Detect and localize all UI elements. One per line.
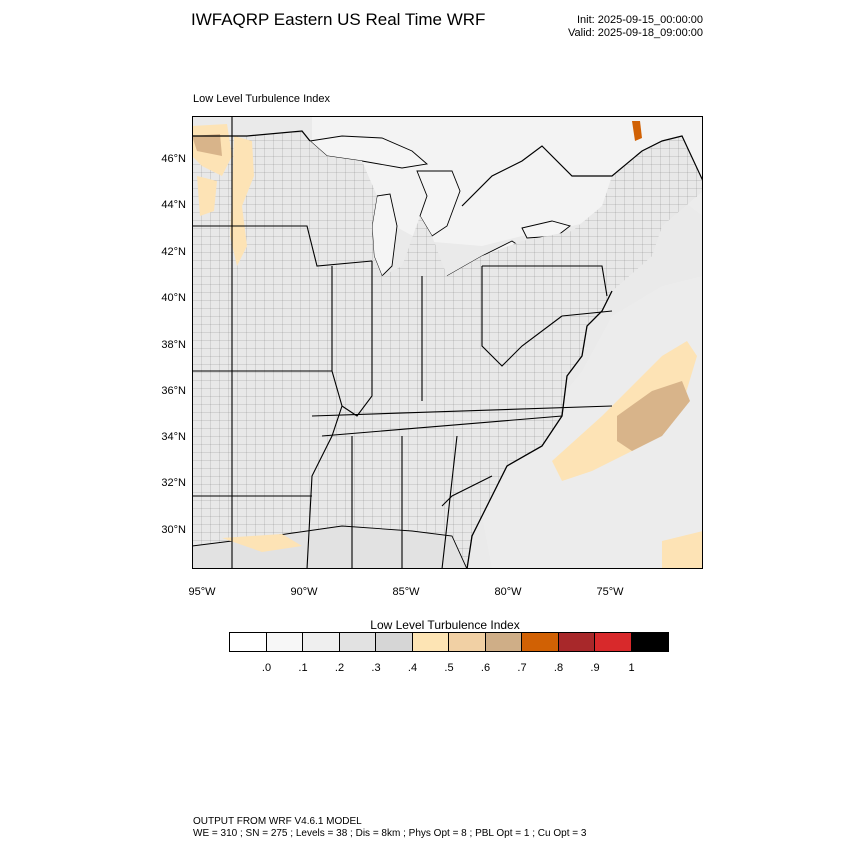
colorbar-label: .8 — [553, 662, 564, 674]
colorbar-swatch — [412, 633, 449, 651]
gulf-of-mexico — [192, 525, 468, 569]
maine-orange-spot — [632, 121, 642, 141]
turbulence-map — [192, 116, 703, 569]
colorbar — [229, 632, 669, 652]
lat-label: 30°N — [161, 524, 186, 536]
colorbar-swatch — [339, 633, 376, 651]
tan-dark-patch-nw — [192, 134, 222, 156]
lake-michigan — [371, 193, 398, 277]
lon-label: 90°W — [290, 586, 318, 598]
lat-label: 38°N — [161, 339, 186, 351]
footer-line-2: WE = 310 ; SN = 275 ; Levels = 38 ; Dis … — [193, 828, 587, 839]
lon-label: 75°W — [596, 586, 624, 598]
lat-axis: 46°N 44°N 42°N 40°N 38°N 36°N 34°N 32°N … — [0, 0, 186, 850]
colorbar-swatch — [485, 633, 522, 651]
colorbar-swatch — [595, 633, 632, 651]
state-borders — [192, 116, 613, 569]
lon-label: 80°W — [494, 586, 522, 598]
colorbar-swatch — [449, 633, 486, 651]
colorbar-label: 1 — [628, 662, 635, 674]
tan-patch-west — [197, 176, 217, 216]
colorbar-label: .4 — [407, 662, 418, 674]
colorbar-swatch — [558, 633, 595, 651]
main-title: IWFAQRP Eastern US Real Time WRF — [191, 10, 486, 29]
colorbar-swatch — [266, 633, 303, 651]
lat-label: 32°N — [161, 477, 186, 489]
colorbar-swatch — [230, 633, 267, 651]
colorbar-label: .9 — [590, 662, 600, 674]
valid-time: Valid: 2025-09-18_09:00:00 — [568, 27, 703, 39]
lon-label: 85°W — [392, 586, 420, 598]
lat-label: 46°N — [161, 153, 186, 165]
colorbar-swatch — [303, 633, 340, 651]
colorbar-label: .3 — [371, 662, 381, 674]
canada-border — [461, 135, 703, 207]
init-time: Init: 2025-09-15_00:00:00 — [577, 14, 703, 26]
init-valid-block: Init: 2025-09-15_00:00:00 Valid: 2025-09… — [568, 14, 703, 40]
colorbar-label: .6 — [480, 662, 491, 674]
footer-line-1: OUTPUT FROM WRF V4.6.1 MODEL — [193, 816, 362, 827]
lake-huron — [416, 170, 461, 237]
lat-label: 40°N — [161, 292, 186, 304]
model-footer: OUTPUT FROM WRF V4.6.1 MODEL WE = 310 ; … — [193, 816, 586, 840]
tan-patch-gulf — [222, 534, 302, 552]
colorbar-label: .7 — [517, 662, 527, 674]
colorbar-swatch — [522, 633, 559, 651]
colorbar-title: Low Level Turbulence Index — [370, 618, 520, 632]
lat-label: 36°N — [161, 385, 186, 397]
lat-label: 42°N — [161, 246, 186, 258]
colorbar-label: .5 — [444, 662, 454, 674]
colorbar-label: .1 — [298, 662, 308, 674]
colorbar-swatch — [631, 633, 668, 651]
map-subtitle: Low Level Turbulence Index — [193, 93, 330, 105]
atlantic-tan-core — [617, 381, 690, 451]
ocean-field — [482, 116, 703, 569]
tan-patch-se — [662, 531, 703, 569]
colorbar-swatch — [376, 633, 413, 651]
colorbar-label: .0 — [261, 662, 272, 674]
lat-label: 34°N — [161, 431, 186, 443]
lon-label: 95°W — [188, 586, 216, 598]
colorbar-label: .2 — [334, 662, 345, 674]
coastline — [192, 130, 613, 569]
lake-ontario — [521, 220, 571, 239]
map-canvas — [192, 116, 703, 569]
lat-label: 44°N — [161, 199, 186, 211]
tan-patch-plains — [230, 136, 254, 266]
